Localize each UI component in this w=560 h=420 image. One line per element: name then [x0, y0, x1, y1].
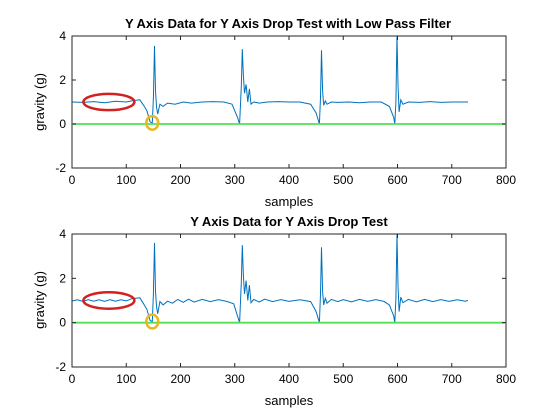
- x-tick-label: 600: [387, 173, 407, 187]
- annotation-circle: [145, 114, 160, 131]
- y-axis-label: gravity (g): [32, 73, 47, 131]
- series-line: [72, 36, 468, 125]
- y-tick-label: 2: [59, 271, 66, 285]
- x-tick-label: 800: [496, 173, 516, 187]
- x-tick-label: 300: [225, 372, 245, 386]
- y-tick-label: -2: [55, 360, 66, 374]
- x-tick-label: 200: [170, 372, 190, 386]
- x-tick-label: 800: [496, 372, 516, 386]
- x-tick-label: 500: [333, 372, 353, 386]
- x-tick-label: 100: [116, 372, 136, 386]
- x-tick-label: 400: [279, 173, 299, 187]
- x-tick-label: 0: [69, 173, 76, 187]
- plot-title: Y Axis Data for Y Axis Drop Test with Lo…: [125, 16, 451, 31]
- y-tick-label: 0: [59, 316, 66, 330]
- x-axis-label: samples: [265, 393, 314, 408]
- x-tick-label: 100: [116, 173, 136, 187]
- x-tick-label: 600: [387, 372, 407, 386]
- y-tick-label: 4: [59, 29, 66, 43]
- y-tick-label: 0: [59, 117, 66, 131]
- annotation-circle: [145, 313, 160, 330]
- plot-top: Y Axis Data for Y Axis Drop Test with Lo…: [32, 16, 516, 209]
- axes-box: [71, 233, 507, 368]
- x-tick-label: 400: [279, 372, 299, 386]
- y-tick-label: -2: [55, 161, 66, 175]
- annotation-ellipse: [82, 291, 136, 310]
- x-tick-label: 500: [333, 173, 353, 187]
- x-tick-label: 700: [442, 372, 462, 386]
- x-axis-label: samples: [265, 194, 314, 209]
- y-axis-label: gravity (g): [32, 271, 47, 329]
- y-tick-label: 4: [59, 227, 66, 241]
- series-line: [72, 234, 469, 323]
- plot-bottom: Y Axis Data for Y Axis Drop Test 0 100 200…: [32, 214, 516, 408]
- x-tick-label: 200: [170, 173, 190, 187]
- x-tick-label: 700: [442, 173, 462, 187]
- annotation-ellipse: [82, 92, 136, 112]
- plot-title: Y Axis Data for Y Axis Drop Test: [190, 214, 388, 229]
- x-tick-label: 0: [69, 372, 76, 386]
- y-tick-label: 2: [59, 73, 66, 87]
- x-tick-label: 300: [225, 173, 245, 187]
